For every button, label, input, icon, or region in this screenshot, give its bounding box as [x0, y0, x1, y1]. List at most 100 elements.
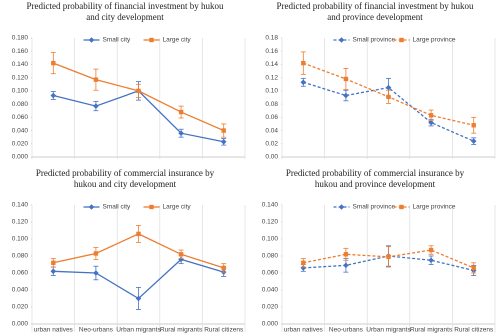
y-tick-label: 0.120 [12, 74, 29, 81]
y-tick-label: 0.04 [265, 127, 278, 134]
data-point [51, 60, 56, 66]
y-tick-label: 0.060 [12, 270, 29, 277]
y-tick-label: 0.120 [262, 219, 279, 226]
y-tick-label: 0.180 [12, 35, 29, 42]
data-point [470, 138, 477, 144]
x-tick-label: urban natives [284, 327, 324, 334]
legend-label: Small city [103, 204, 132, 211]
y-tick-label: 0.120 [12, 219, 29, 226]
legend-label: Small province [353, 204, 396, 211]
y-tick-label: 0.100 [12, 236, 29, 243]
legend-label: Large city [163, 204, 192, 211]
y-tick-label: 0.00 [265, 154, 278, 161]
data-point [386, 254, 391, 260]
data-point [51, 260, 56, 265]
data-point [428, 119, 434, 126]
y-tick-label: 0.10 [265, 88, 278, 95]
data-point [428, 257, 434, 264]
legend-marker [399, 204, 404, 210]
data-point [93, 103, 99, 109]
legend-label: Large province [413, 37, 456, 44]
data-point [471, 123, 476, 128]
legend-label: Large city [163, 37, 192, 44]
chart-title: Predicted probability of financial inves… [26, 1, 224, 22]
y-tick-label: 0.100 [262, 236, 279, 243]
data-point [220, 138, 227, 145]
y-tick-label: 0.160 [12, 48, 29, 55]
data-point [343, 252, 349, 257]
data-point [178, 109, 184, 115]
data-point [178, 130, 184, 136]
data-point [50, 92, 57, 99]
legend-marker [88, 204, 95, 210]
data-point [300, 79, 307, 86]
data-point [471, 265, 476, 271]
legend-label: Large province [413, 204, 456, 211]
y-tick-label: 0.000 [12, 154, 29, 161]
chart-title: Predicted probability of commercial insu… [35, 168, 215, 189]
legend-label: Small province [353, 37, 396, 44]
data-point [343, 92, 349, 99]
y-tick-label: 0.040 [12, 127, 29, 134]
x-tick-label: Urban migrants [116, 327, 161, 334]
y-tick-label: 0.040 [12, 287, 29, 294]
data-point [343, 262, 349, 269]
y-tick-label: 0.140 [12, 202, 29, 209]
data-point [93, 270, 99, 276]
y-tick-label: 0.020 [262, 304, 279, 311]
data-point [178, 252, 184, 257]
x-tick-label: Rural migrants [160, 327, 203, 334]
y-tick-label: 0.080 [12, 253, 29, 260]
data-point [221, 128, 226, 133]
y-tick-label: 0.16 [265, 48, 278, 55]
legend-label: Small city [103, 37, 132, 44]
legend-marker [149, 37, 154, 43]
data-point [301, 60, 306, 66]
y-tick-label: 0.14 [265, 61, 278, 68]
y-tick-label: 0.08 [265, 101, 278, 108]
y-tick-label: 0.020 [12, 304, 29, 311]
data-point [93, 77, 99, 82]
chart-title: Predicted probability of financial inves… [276, 1, 474, 22]
legend-marker [338, 37, 345, 43]
chart-title: Predicted probability of commercial insu… [285, 168, 465, 189]
legend-marker [399, 37, 404, 43]
y-tick-label: 0.140 [12, 61, 29, 68]
data-point [385, 84, 392, 91]
y-tick-label: 0.000 [262, 321, 279, 328]
data-point [300, 265, 307, 271]
data-point [93, 251, 99, 256]
x-tick-label: urban natives [34, 327, 74, 334]
data-point [221, 265, 226, 271]
data-point [428, 113, 434, 118]
y-tick-label: 0.060 [262, 270, 279, 277]
data-point [386, 94, 391, 100]
data-point [301, 260, 306, 265]
y-tick-label: 0.080 [12, 101, 29, 108]
data-point [135, 295, 142, 302]
legend-marker [338, 204, 345, 210]
y-tick-label: 0.020 [12, 140, 29, 147]
y-tick-label: 0.100 [12, 88, 29, 95]
y-tick-label: 0.080 [262, 253, 279, 260]
data-point [136, 231, 141, 237]
data-point [136, 88, 141, 94]
data-point [428, 247, 434, 253]
y-tick-label: 0.12 [265, 74, 278, 81]
x-tick-label: Rural migrants [410, 327, 453, 334]
x-tick-label: Neo-urbans [79, 327, 114, 334]
y-tick-label: 0.02 [265, 140, 278, 147]
y-tick-label: 0.140 [262, 202, 279, 209]
y-tick-label: 0.000 [12, 321, 29, 328]
y-tick-label: 0.18 [265, 35, 278, 42]
legend-marker [88, 37, 95, 43]
data-point [343, 76, 349, 82]
y-tick-label: 0.040 [262, 287, 279, 294]
x-tick-label: Neo-urbans [329, 327, 364, 334]
y-tick-label: 0.060 [12, 114, 29, 121]
legend-marker [149, 204, 154, 210]
x-tick-label: Rural citizens [204, 327, 244, 334]
data-point [50, 268, 57, 275]
